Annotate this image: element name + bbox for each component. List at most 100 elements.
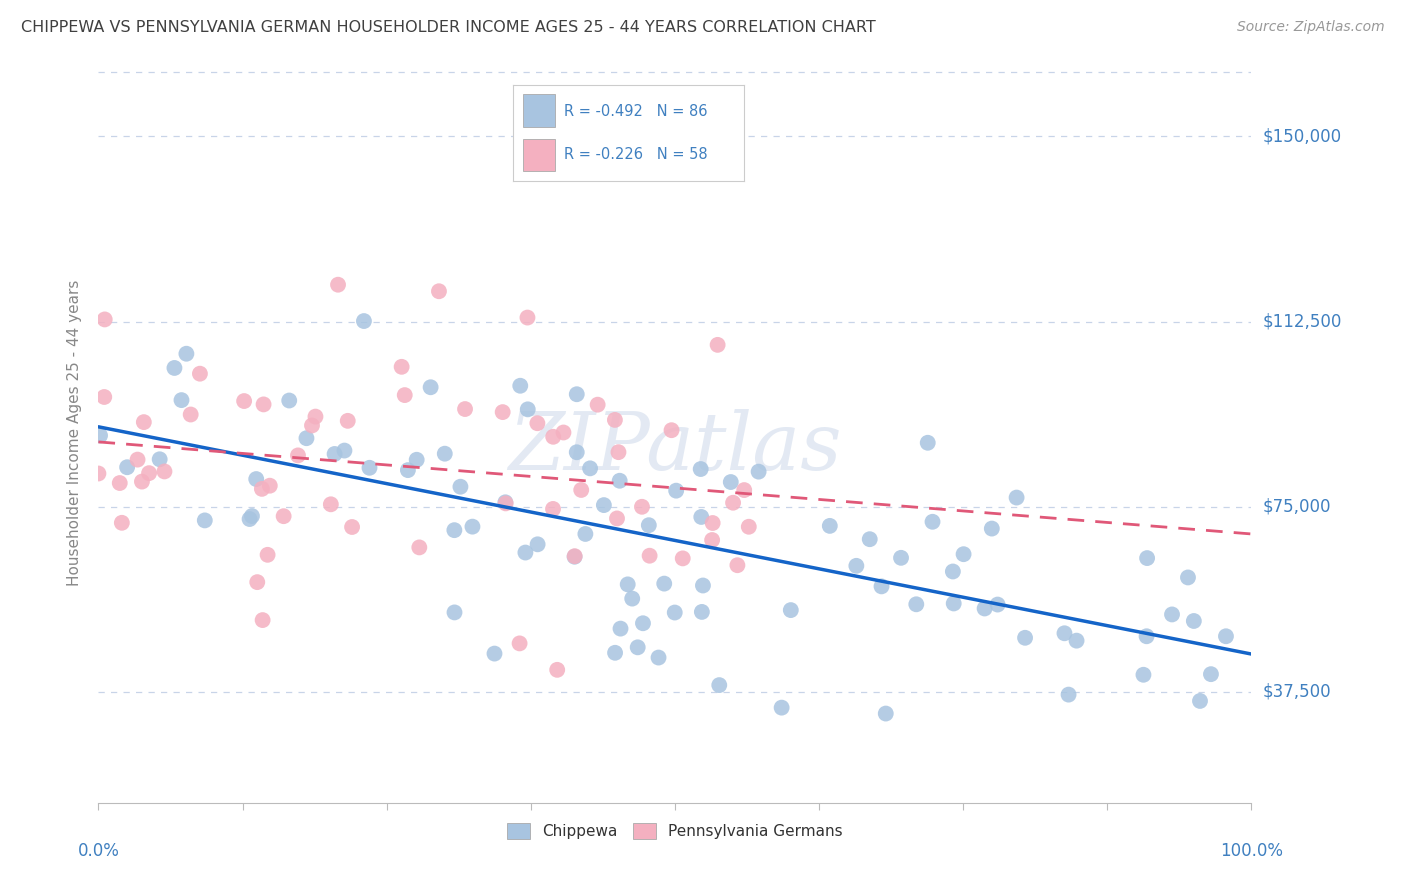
Point bbox=[607, 445, 630, 459]
Point bbox=[725, 558, 748, 573]
Point bbox=[541, 502, 564, 516]
Point bbox=[240, 509, 263, 524]
Point bbox=[1135, 629, 1157, 643]
Point bbox=[553, 425, 575, 440]
Point bbox=[454, 402, 477, 417]
Point bbox=[526, 416, 548, 430]
Point bbox=[720, 475, 742, 489]
Point bbox=[163, 361, 186, 376]
Point bbox=[565, 387, 588, 401]
Point bbox=[942, 597, 965, 611]
Point bbox=[1188, 694, 1211, 708]
Point bbox=[323, 447, 346, 461]
Point bbox=[194, 513, 217, 527]
Point bbox=[921, 515, 943, 529]
Point bbox=[419, 380, 441, 394]
Point bbox=[138, 466, 160, 480]
Point bbox=[259, 479, 281, 493]
Point bbox=[905, 597, 928, 611]
Point bbox=[132, 415, 155, 429]
Point bbox=[170, 393, 193, 408]
Point bbox=[565, 445, 588, 459]
Point bbox=[1057, 688, 1080, 702]
Point bbox=[738, 520, 761, 534]
Point bbox=[709, 678, 731, 692]
Point bbox=[652, 576, 675, 591]
Point bbox=[574, 527, 596, 541]
Point bbox=[405, 452, 427, 467]
Text: Source: ZipAtlas.com: Source: ZipAtlas.com bbox=[1237, 20, 1385, 34]
Point bbox=[690, 605, 713, 619]
Point bbox=[661, 423, 683, 437]
Text: 100.0%: 100.0% bbox=[1220, 842, 1282, 860]
Point bbox=[621, 591, 644, 606]
Point bbox=[87, 467, 110, 481]
Point bbox=[1161, 607, 1184, 622]
Point bbox=[516, 402, 538, 417]
Point bbox=[541, 430, 564, 444]
Point bbox=[326, 277, 349, 292]
Point bbox=[250, 482, 273, 496]
Point bbox=[353, 314, 375, 328]
Point bbox=[942, 565, 965, 579]
Point bbox=[692, 578, 714, 592]
Point bbox=[546, 663, 568, 677]
Point bbox=[952, 547, 974, 561]
Point bbox=[396, 463, 419, 477]
Y-axis label: Householder Income Ages 25 - 44 years: Householder Income Ages 25 - 44 years bbox=[67, 279, 83, 586]
Point bbox=[252, 613, 274, 627]
Point bbox=[492, 405, 515, 419]
Point bbox=[689, 462, 711, 476]
Point bbox=[665, 483, 688, 498]
Point bbox=[273, 509, 295, 524]
Point bbox=[721, 496, 744, 510]
Point bbox=[616, 577, 638, 591]
Text: 0.0%: 0.0% bbox=[77, 842, 120, 860]
Point bbox=[256, 548, 278, 562]
Point bbox=[609, 622, 631, 636]
Point bbox=[443, 523, 465, 537]
Point bbox=[108, 476, 131, 491]
Point bbox=[592, 498, 614, 512]
Point bbox=[637, 518, 659, 533]
Point bbox=[627, 640, 650, 655]
Point bbox=[818, 519, 841, 533]
Point bbox=[516, 310, 538, 325]
Point bbox=[127, 452, 149, 467]
Point bbox=[301, 418, 323, 433]
Point bbox=[875, 706, 897, 721]
Point bbox=[245, 472, 267, 486]
Point bbox=[779, 603, 801, 617]
Point bbox=[606, 511, 628, 525]
Point bbox=[664, 606, 686, 620]
Point bbox=[495, 496, 517, 510]
Point bbox=[304, 409, 326, 424]
Text: $75,000: $75,000 bbox=[1263, 498, 1331, 516]
Point bbox=[706, 338, 728, 352]
Point bbox=[1136, 551, 1159, 566]
Point bbox=[295, 431, 318, 445]
Text: $112,500: $112,500 bbox=[1263, 312, 1341, 331]
Point bbox=[579, 461, 602, 475]
Point bbox=[340, 520, 363, 534]
Point bbox=[1215, 629, 1237, 643]
Point bbox=[1132, 667, 1154, 681]
Point bbox=[980, 522, 1002, 536]
Point bbox=[1005, 491, 1028, 505]
Point bbox=[526, 537, 548, 551]
Point bbox=[287, 449, 309, 463]
Point bbox=[733, 483, 755, 497]
Point bbox=[131, 475, 153, 489]
Point bbox=[672, 551, 695, 566]
Point bbox=[569, 483, 592, 497]
Point bbox=[188, 367, 211, 381]
Point bbox=[461, 519, 484, 533]
Point bbox=[638, 549, 661, 563]
Text: $150,000: $150,000 bbox=[1263, 128, 1341, 145]
Point bbox=[278, 393, 301, 408]
Point bbox=[603, 646, 626, 660]
Legend: Chippewa, Pennsylvania Germans: Chippewa, Pennsylvania Germans bbox=[499, 815, 851, 847]
Point bbox=[845, 558, 868, 573]
Point bbox=[973, 601, 995, 615]
Point bbox=[233, 394, 256, 409]
